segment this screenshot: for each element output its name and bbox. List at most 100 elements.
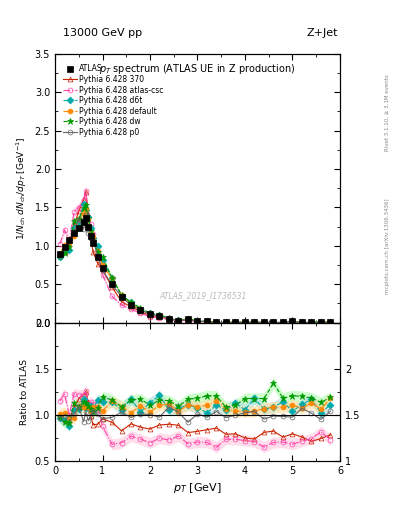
ATLAS bbox=[290, 318, 295, 324]
Pythia 6.428 dw bbox=[62, 250, 67, 257]
ATLAS bbox=[100, 265, 105, 271]
Pythia 6.428 default bbox=[233, 319, 238, 325]
Pythia 6.428 atlas-csc bbox=[62, 227, 67, 233]
Pythia 6.428 p0 bbox=[57, 253, 62, 260]
Pythia 6.428 atlas-csc bbox=[110, 293, 114, 300]
Pythia 6.428 default bbox=[167, 315, 171, 322]
Pythia 6.428 default bbox=[176, 317, 181, 324]
Pythia 6.428 dw bbox=[271, 319, 276, 326]
Pythia 6.428 d6t bbox=[195, 318, 200, 324]
Pythia 6.428 p0 bbox=[290, 318, 295, 324]
Pythia 6.428 d6t bbox=[290, 318, 295, 324]
Pythia 6.428 d6t bbox=[176, 317, 181, 324]
Pythia 6.428 dw bbox=[233, 319, 238, 325]
Pythia 6.428 default bbox=[138, 306, 143, 312]
Pythia 6.428 p0 bbox=[110, 282, 114, 288]
Pythia 6.428 370 bbox=[167, 316, 171, 322]
ATLAS bbox=[148, 311, 152, 317]
Pythia 6.428 370 bbox=[299, 319, 304, 326]
Pythia 6.428 p0 bbox=[100, 267, 105, 273]
ATLAS bbox=[67, 237, 72, 243]
Pythia 6.428 dw bbox=[262, 319, 266, 326]
Pythia 6.428 370 bbox=[224, 319, 228, 326]
Pythia 6.428 p0 bbox=[319, 319, 323, 325]
Pythia 6.428 default bbox=[214, 319, 219, 326]
Pythia 6.428 d6t bbox=[299, 319, 304, 326]
ATLAS bbox=[233, 319, 238, 325]
Pythia 6.428 dw bbox=[176, 317, 181, 324]
Pythia 6.428 370 bbox=[271, 319, 276, 326]
Pythia 6.428 dw bbox=[185, 315, 190, 322]
ATLAS bbox=[299, 319, 304, 326]
Pythia 6.428 dw bbox=[100, 254, 105, 260]
Pythia 6.428 dw bbox=[91, 238, 95, 244]
Pythia 6.428 default bbox=[57, 251, 62, 257]
Pythia 6.428 atlas-csc bbox=[290, 318, 295, 325]
Pythia 6.428 default bbox=[309, 319, 314, 326]
Pythia 6.428 atlas-csc bbox=[81, 197, 86, 203]
Pythia 6.428 default bbox=[290, 318, 295, 324]
Pythia 6.428 370 bbox=[290, 318, 295, 325]
ATLAS bbox=[185, 316, 190, 323]
Pythia 6.428 default bbox=[84, 206, 88, 212]
Pythia 6.428 370 bbox=[176, 318, 181, 324]
ATLAS bbox=[319, 319, 323, 325]
Pythia 6.428 atlas-csc bbox=[76, 205, 81, 211]
Pythia 6.428 atlas-csc bbox=[95, 249, 100, 255]
Pythia 6.428 p0 bbox=[62, 245, 67, 251]
ATLAS bbox=[242, 319, 247, 326]
ATLAS bbox=[86, 224, 91, 230]
Pythia 6.428 370 bbox=[328, 319, 333, 326]
Line: Pythia 6.428 default: Pythia 6.428 default bbox=[57, 207, 333, 325]
Pythia 6.428 p0 bbox=[205, 318, 209, 325]
Pythia 6.428 d6t bbox=[281, 319, 285, 326]
Pythia 6.428 dw bbox=[129, 300, 133, 306]
ATLAS bbox=[76, 225, 81, 231]
Pythia 6.428 370 bbox=[148, 312, 152, 318]
ATLAS bbox=[84, 215, 88, 221]
Pythia 6.428 p0 bbox=[95, 253, 100, 260]
Pythia 6.428 atlas-csc bbox=[262, 319, 266, 326]
Pythia 6.428 370 bbox=[67, 241, 72, 247]
Pythia 6.428 p0 bbox=[242, 319, 247, 326]
Pythia 6.428 d6t bbox=[129, 299, 133, 305]
Pythia 6.428 dw bbox=[76, 216, 81, 222]
Pythia 6.428 dw bbox=[57, 253, 62, 259]
ATLAS bbox=[224, 319, 228, 326]
Pythia 6.428 p0 bbox=[195, 318, 200, 324]
Pythia 6.428 p0 bbox=[67, 238, 72, 244]
Pythia 6.428 d6t bbox=[95, 243, 100, 249]
Pythia 6.428 p0 bbox=[167, 315, 171, 322]
Pythia 6.428 p0 bbox=[281, 319, 285, 326]
ATLAS bbox=[214, 319, 219, 326]
Pythia 6.428 d6t bbox=[76, 219, 81, 225]
Pythia 6.428 default bbox=[328, 319, 333, 326]
Pythia 6.428 d6t bbox=[88, 225, 93, 231]
Pythia 6.428 dw bbox=[81, 205, 86, 211]
ATLAS bbox=[205, 318, 209, 325]
Pythia 6.428 default bbox=[129, 302, 133, 308]
Pythia 6.428 default bbox=[205, 318, 209, 325]
Text: ATLAS_2019_I1736531: ATLAS_2019_I1736531 bbox=[160, 291, 247, 300]
Pythia 6.428 atlas-csc bbox=[157, 314, 162, 321]
Pythia 6.428 atlas-csc bbox=[148, 314, 152, 320]
Pythia 6.428 p0 bbox=[233, 319, 238, 325]
Pythia 6.428 dw bbox=[148, 310, 152, 316]
ATLAS bbox=[88, 233, 93, 240]
Pythia 6.428 370 bbox=[262, 319, 266, 326]
Line: Pythia 6.428 dw: Pythia 6.428 dw bbox=[57, 202, 334, 326]
Pythia 6.428 dw bbox=[205, 318, 209, 324]
Pythia 6.428 d6t bbox=[67, 247, 72, 253]
Pythia 6.428 d6t bbox=[86, 215, 91, 221]
Pythia 6.428 370 bbox=[214, 319, 219, 326]
Pythia 6.428 370 bbox=[62, 248, 67, 254]
Pythia 6.428 dw bbox=[252, 319, 257, 325]
Pythia 6.428 d6t bbox=[119, 293, 124, 299]
Pythia 6.428 atlas-csc bbox=[84, 188, 88, 194]
Pythia 6.428 d6t bbox=[100, 257, 105, 263]
Pythia 6.428 d6t bbox=[242, 319, 247, 326]
Pythia 6.428 370 bbox=[233, 319, 238, 325]
Pythia 6.428 370 bbox=[252, 319, 257, 325]
Pythia 6.428 370 bbox=[100, 267, 105, 273]
Pythia 6.428 d6t bbox=[309, 319, 314, 326]
